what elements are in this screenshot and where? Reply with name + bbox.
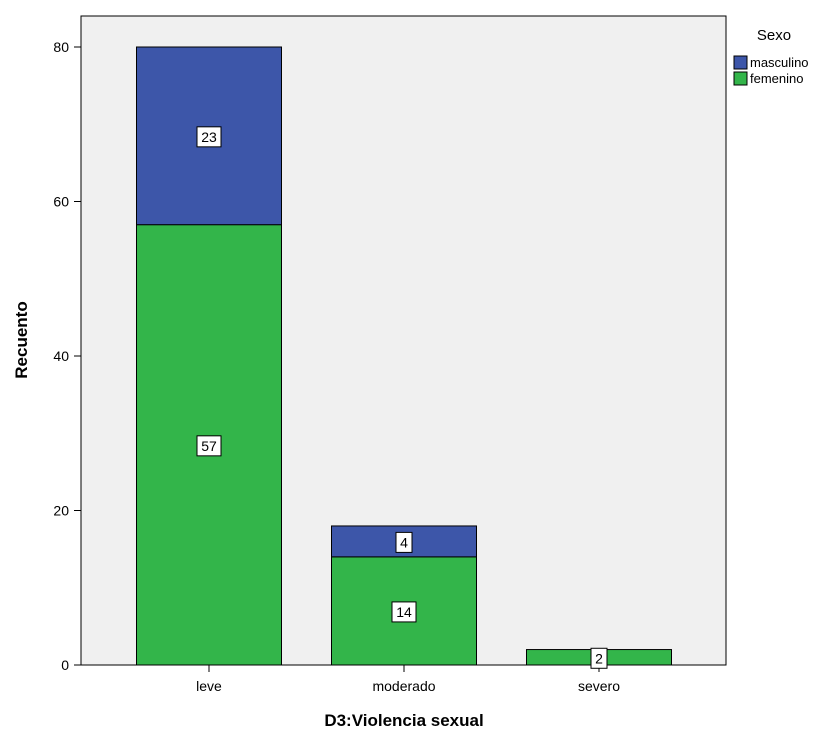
data-label-text: 4	[400, 534, 408, 550]
y-tick-label: 40	[53, 348, 69, 364]
data-label-text: 23	[201, 129, 217, 145]
y-tick-label: 0	[61, 657, 69, 673]
legend-title: Sexo	[757, 27, 791, 44]
y-axis-title: Recuento	[12, 301, 31, 378]
x-tick-label: leve	[196, 678, 222, 694]
legend-swatch-femenino	[733, 71, 748, 86]
data-label-box	[395, 531, 413, 553]
y-tick-label: 60	[53, 194, 69, 210]
x-axis: leve moderado severo	[196, 665, 620, 694]
y-tick-label: 80	[53, 39, 69, 55]
data-label-moderado-masculino: 4	[395, 531, 413, 553]
data-label-leve-masculino: 23	[196, 126, 222, 148]
data-label-moderado-femenino: 14	[391, 601, 417, 623]
y-axis: 0 20 40 60 80	[53, 39, 81, 673]
data-label-text: 14	[396, 604, 412, 620]
data-label-box	[196, 435, 222, 457]
legend-swatch-masculino	[733, 55, 748, 70]
data-label-leve-femenino: 57	[196, 435, 222, 457]
data-label-text: 2	[595, 650, 603, 666]
data-label-box	[391, 601, 417, 623]
y-tick-label: 20	[53, 503, 69, 519]
data-label-box	[590, 647, 608, 669]
x-tick-label: severo	[578, 678, 620, 694]
data-label-box	[196, 126, 222, 148]
x-tick-label: moderado	[372, 678, 435, 694]
x-axis-title: D3:Violencia sexual	[324, 711, 483, 730]
data-labels-group: 57 23 14 4 2	[196, 126, 608, 669]
data-label-text: 57	[201, 438, 217, 454]
legend-label-masculino: masculino	[750, 55, 809, 70]
data-label-severo-femenino: 2	[590, 647, 608, 669]
legend-label-femenino: femenino	[750, 71, 803, 86]
